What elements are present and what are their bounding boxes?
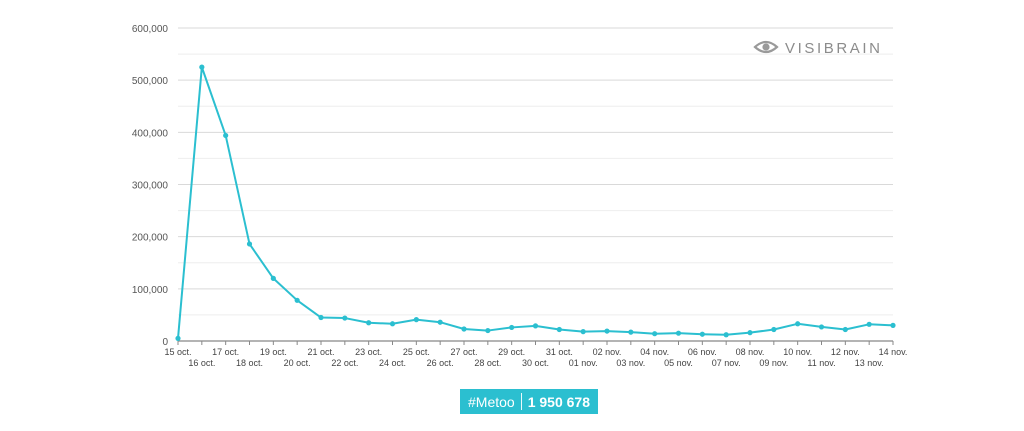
data-point	[675, 330, 682, 336]
data-point	[461, 326, 467, 332]
logo-text: VISIBRAIN	[785, 40, 883, 57]
data-point	[818, 324, 825, 330]
x-tick-label: 05 nov.	[664, 358, 693, 368]
data-point	[842, 326, 848, 333]
x-tick-label: 21 oct.	[307, 347, 334, 357]
x-tick-label: 31 oct.	[546, 347, 573, 357]
data-point	[413, 317, 419, 323]
badge-divider	[520, 393, 522, 410]
x-tick-label: 07 nov.	[712, 358, 741, 368]
x-tick-label: 17 oct.	[212, 347, 239, 357]
x-tick-label: 29 oct.	[498, 347, 525, 357]
x-tick-label: 13 nov.	[855, 358, 884, 368]
x-tick-label: 03 nov.	[616, 358, 645, 368]
data-point	[389, 321, 396, 327]
grid-lines	[178, 27, 893, 342]
x-tick-label: 15 oct.	[164, 347, 191, 357]
data-point	[246, 241, 253, 247]
data-point	[747, 330, 753, 336]
y-tick-label: 200,000	[132, 233, 169, 244]
x-tick-label: 02 nov.	[593, 347, 622, 357]
x-tick-label: 01 nov.	[569, 358, 598, 368]
data-point	[556, 326, 562, 333]
x-tick-label: 08 nov.	[736, 347, 765, 357]
y-tick-label: 300,000	[132, 181, 169, 192]
data-point	[223, 132, 229, 139]
x-tick-label: 25 oct.	[403, 347, 430, 357]
y-axis: 0 100,000 200,000 300,000 400,000 500,000 600,…	[132, 24, 169, 348]
data-point	[270, 275, 276, 281]
y-tick-label: 500,000	[132, 76, 169, 87]
data-point	[652, 331, 658, 337]
y-tick-label: 0	[162, 337, 168, 348]
data-point	[628, 329, 634, 335]
y-tick-label: 600,000	[132, 24, 169, 35]
data-point	[342, 315, 348, 321]
data-point	[366, 320, 372, 326]
x-tick-label: 28 oct.	[474, 358, 501, 368]
data-point	[795, 321, 801, 327]
x-axis: 15 oct.16 oct.17 oct.18 oct.19 oct.20 oc…	[164, 340, 908, 368]
x-tick-label: 10 nov.	[783, 347, 812, 357]
data-point	[318, 314, 324, 321]
y-tick-label: 400,000	[132, 128, 169, 139]
x-tick-label: 11 nov.	[807, 358, 835, 368]
x-tick-label: 19 oct.	[260, 347, 287, 357]
total-count: 1 950 678	[527, 393, 590, 410]
series-layer	[175, 64, 896, 341]
x-tick-label: 22 oct.	[331, 358, 358, 368]
data-point	[294, 297, 300, 303]
data-point	[866, 321, 872, 327]
data-point	[532, 323, 539, 329]
x-tick-label: 14 nov.	[879, 347, 908, 357]
data-point	[509, 324, 515, 331]
data-point	[723, 332, 729, 338]
data-point	[699, 331, 705, 337]
x-tick-label: 06 nov.	[688, 347, 717, 357]
x-tick-label: 04 nov.	[640, 347, 669, 357]
x-tick-label: 27 oct.	[450, 347, 477, 357]
hashtag-total-badge: #Metoo 1 950 678	[460, 389, 598, 414]
x-tick-label: 26 oct.	[427, 358, 454, 368]
y-tick-label: 100,000	[132, 285, 169, 296]
data-point	[485, 327, 491, 334]
x-tick-label: 12 nov.	[831, 347, 860, 357]
eye-icon	[753, 40, 779, 54]
hashtag-label: #Metoo	[468, 393, 515, 410]
series-line	[177, 66, 894, 339]
data-point	[199, 64, 205, 70]
data-point	[175, 335, 181, 341]
x-tick-label: 24 oct.	[379, 358, 406, 368]
x-tick-label: 09 nov.	[759, 358, 788, 368]
x-tick-label: 30 oct.	[522, 358, 549, 368]
data-point	[890, 322, 896, 328]
x-tick-label: 18 oct.	[236, 358, 263, 368]
visibrain-logo: VISIBRAIN	[753, 40, 883, 57]
data-point	[437, 319, 443, 325]
data-point	[604, 328, 610, 334]
x-tick-label: 20 oct.	[284, 358, 311, 368]
x-tick-label: 23 oct.	[355, 347, 382, 357]
data-point	[771, 326, 777, 333]
x-tick-label: 16 oct.	[188, 358, 215, 368]
data-point	[580, 329, 586, 335]
